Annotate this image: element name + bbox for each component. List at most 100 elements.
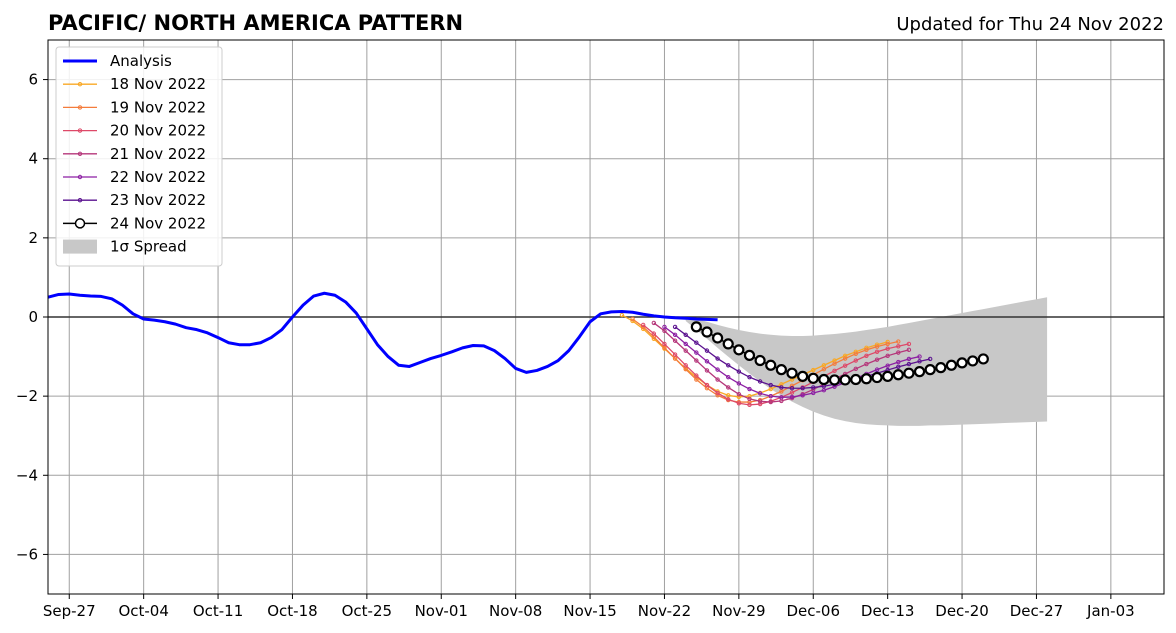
analysis-line bbox=[47, 291, 718, 374]
data-point bbox=[715, 356, 720, 361]
data-point bbox=[672, 338, 678, 343]
y-tick-label: −2 bbox=[16, 387, 38, 405]
data-point bbox=[726, 385, 731, 390]
data-point bbox=[715, 367, 720, 372]
data-point bbox=[683, 332, 688, 338]
y-tick-label: 0 bbox=[28, 308, 38, 326]
data-point bbox=[811, 367, 816, 373]
data-point bbox=[683, 348, 688, 353]
y-tick-label: 2 bbox=[28, 229, 38, 247]
data-point bbox=[726, 393, 731, 398]
data-point bbox=[672, 332, 678, 338]
series-line bbox=[674, 326, 931, 389]
data-point bbox=[630, 316, 635, 322]
data-point bbox=[726, 397, 731, 402]
data-point bbox=[864, 361, 869, 367]
data-point bbox=[864, 353, 869, 358]
data-point bbox=[662, 341, 667, 347]
x-tick-label: Dec-13 bbox=[861, 602, 915, 620]
data-point bbox=[860, 373, 873, 385]
legend-swatch-marker bbox=[77, 105, 83, 110]
legend-label: 24 Nov 2022 bbox=[110, 214, 206, 232]
data-point bbox=[797, 370, 809, 382]
data-point bbox=[786, 367, 798, 379]
data-point bbox=[704, 368, 710, 373]
data-point bbox=[842, 363, 848, 368]
x-tick-label: Dec-20 bbox=[935, 602, 989, 620]
data-point bbox=[672, 352, 678, 357]
data-point bbox=[853, 358, 858, 363]
legend-swatch-marker bbox=[77, 128, 83, 133]
data-point bbox=[842, 356, 848, 361]
legend-label: 23 Nov 2022 bbox=[110, 191, 206, 209]
data-point bbox=[811, 390, 816, 396]
spread-band bbox=[685, 297, 1048, 426]
data-point bbox=[672, 324, 678, 330]
x-tick-label: Oct-04 bbox=[118, 602, 168, 620]
data-point bbox=[779, 385, 784, 390]
data-point bbox=[757, 399, 763, 404]
y-tick-label: −6 bbox=[16, 545, 38, 563]
data-point bbox=[832, 361, 837, 366]
x-tick-label: Dec-06 bbox=[786, 602, 840, 620]
legend-swatch-marker bbox=[77, 151, 83, 157]
data-point bbox=[850, 373, 862, 386]
data-point bbox=[757, 401, 763, 407]
data-point bbox=[768, 386, 773, 392]
data-point bbox=[694, 377, 699, 382]
y-tick-label: 6 bbox=[28, 71, 38, 89]
data-point bbox=[694, 373, 699, 378]
data-point bbox=[896, 364, 901, 370]
data-point bbox=[694, 358, 699, 363]
x-tick-label: Nov-29 bbox=[712, 602, 765, 620]
series-22-nov-2022 bbox=[662, 324, 922, 400]
data-point bbox=[896, 359, 901, 365]
data-point bbox=[757, 379, 763, 384]
data-point bbox=[956, 357, 968, 369]
data-point bbox=[765, 359, 777, 371]
legend-label: 19 Nov 2022 bbox=[110, 98, 206, 116]
data-point bbox=[690, 321, 702, 333]
x-tick-label: Oct-25 bbox=[342, 602, 392, 620]
data-point bbox=[967, 355, 979, 367]
data-point bbox=[789, 383, 795, 389]
data-point bbox=[821, 388, 827, 393]
legend-swatch-marker bbox=[77, 82, 83, 87]
data-point bbox=[927, 356, 933, 362]
data-point bbox=[651, 320, 657, 326]
data-point bbox=[736, 381, 742, 386]
data-point bbox=[977, 353, 989, 365]
data-point bbox=[694, 350, 699, 355]
legend-label: 21 Nov 2022 bbox=[110, 145, 206, 163]
data-point bbox=[775, 364, 787, 376]
axis-ticks: Sep-27 Oct-04 Oct-11 Oct-18 Oct-25 Nov-01 Nov-… bbox=[16, 71, 1135, 620]
data-point bbox=[906, 356, 912, 362]
data-point bbox=[874, 349, 880, 355]
data-point bbox=[768, 382, 773, 388]
legend-swatch-marker bbox=[77, 174, 83, 180]
legend-label: 1σ Spread bbox=[110, 238, 187, 256]
data-point bbox=[842, 353, 848, 358]
data-point bbox=[747, 402, 752, 408]
data-point bbox=[917, 354, 922, 359]
data-point bbox=[736, 391, 742, 397]
legend: Analysis 18 Nov 2022 19 Nov 2022 20 Nov 202… bbox=[55, 46, 223, 267]
data-point bbox=[789, 390, 795, 395]
data-point bbox=[711, 332, 724, 344]
data-point bbox=[945, 359, 958, 371]
data-point bbox=[747, 374, 752, 380]
series-layer bbox=[619, 312, 989, 408]
data-point bbox=[683, 363, 688, 368]
data-point bbox=[896, 344, 901, 349]
legend-swatch-spread bbox=[63, 239, 97, 254]
data-point bbox=[853, 351, 858, 357]
data-point bbox=[754, 354, 766, 367]
chart-title: PACIFIC/ NORTH AMERICA PATTERN bbox=[48, 11, 463, 35]
data-point bbox=[885, 346, 890, 351]
series-24-nov-2022 bbox=[690, 321, 989, 386]
data-point bbox=[701, 326, 713, 338]
data-point bbox=[704, 348, 710, 353]
data-point bbox=[722, 338, 734, 350]
data-point bbox=[821, 363, 827, 368]
data-point bbox=[662, 345, 667, 351]
